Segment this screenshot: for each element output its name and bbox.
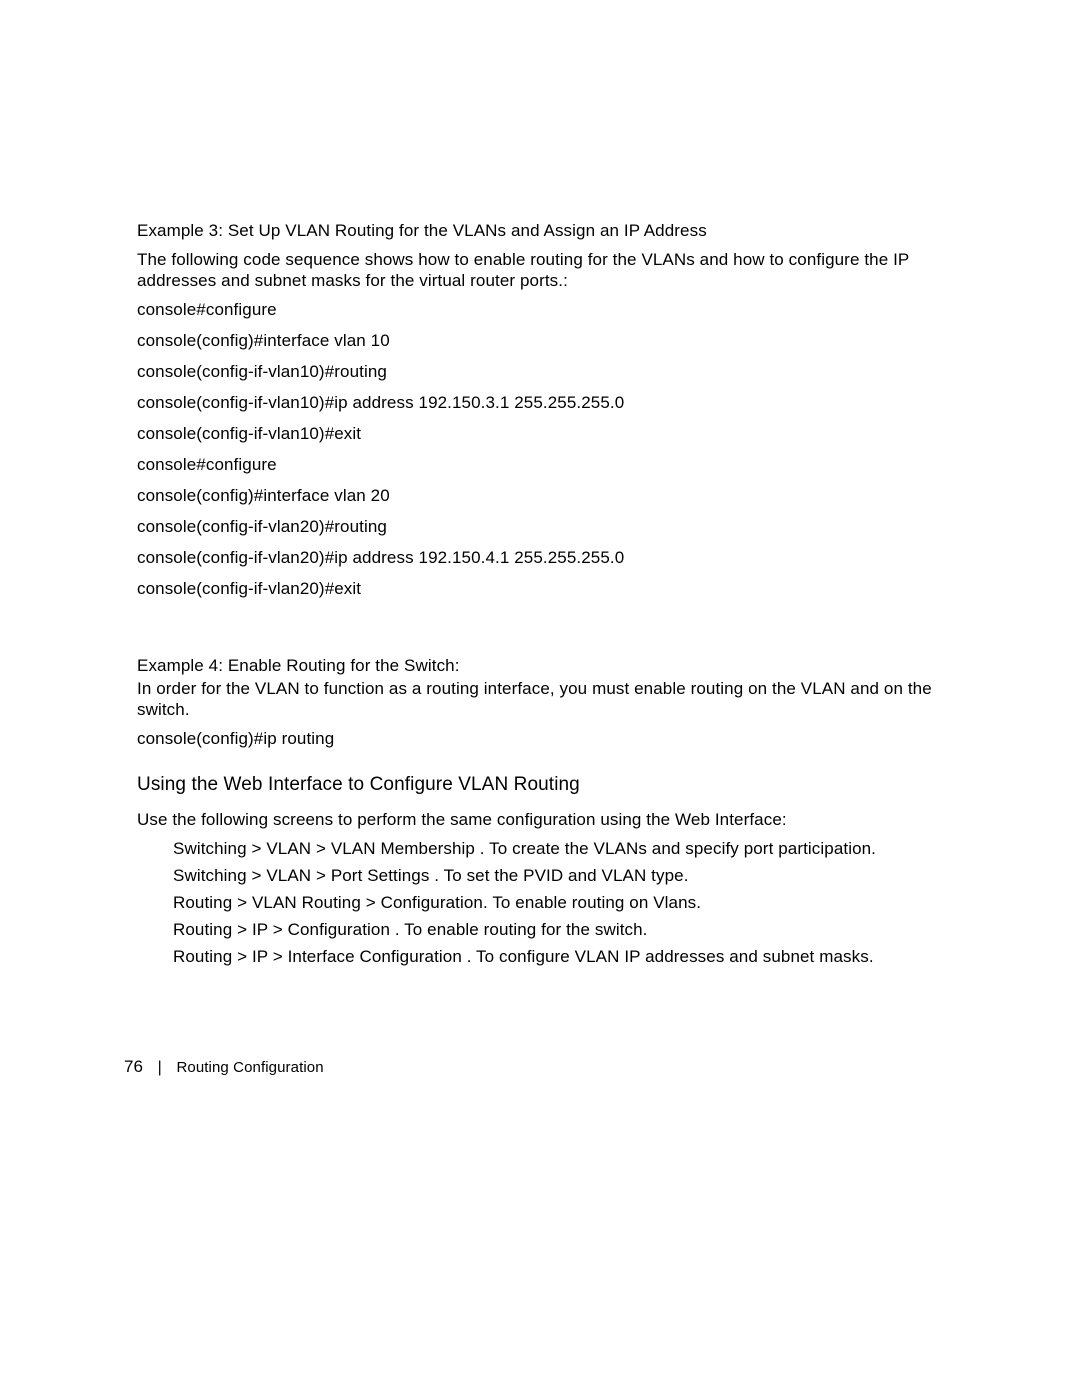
page-content: Example 3: Set Up VLAN Routing for the V… (137, 220, 947, 973)
bullet-item: Routing > IP > Configuration . To enable… (173, 919, 947, 940)
chapter-title: Routing Configuration (176, 1059, 323, 1076)
section-heading: Using the Web Interface to Configure VLA… (137, 773, 947, 797)
code-line: console(config-if-vlan20)#routing (137, 516, 947, 537)
example4-intro: In order for the VLAN to function as a r… (137, 678, 947, 720)
code-line: console(config)#ip routing (137, 728, 947, 749)
footer-separator: | (158, 1059, 162, 1077)
code-line: console(config)#interface vlan 20 (137, 485, 947, 506)
code-line: console(config-if-vlan10)#routing (137, 361, 947, 382)
code-line: console(config)#interface vlan 10 (137, 330, 947, 351)
code-line: console(config-if-vlan10)#ip address 192… (137, 392, 947, 413)
bullet-item: Switching > VLAN > Port Settings . To se… (173, 865, 947, 886)
code-line: console(config-if-vlan20)#exit (137, 578, 947, 599)
section-intro: Use the following screens to perform the… (137, 809, 947, 830)
code-line: console(config-if-vlan10)#exit (137, 423, 947, 444)
page-number: 76 (124, 1057, 143, 1076)
bullet-item: Switching > VLAN > VLAN Membership . To … (173, 838, 947, 859)
example3-intro: The following code sequence shows how to… (137, 249, 947, 291)
code-line: console#configure (137, 299, 947, 320)
code-line: console#configure (137, 454, 947, 475)
spacer (137, 609, 947, 655)
code-line: console(config-if-vlan20)#ip address 192… (137, 547, 947, 568)
example3-title: Example 3: Set Up VLAN Routing for the V… (137, 220, 947, 241)
page-footer: 76 | Routing Configuration (124, 1057, 324, 1077)
example4-title: Example 4: Enable Routing for the Switch… (137, 655, 947, 676)
bullet-item: Routing > IP > Interface Configuration .… (173, 946, 947, 967)
bullet-list: Switching > VLAN > VLAN Membership . To … (137, 838, 947, 967)
bullet-item: Routing > VLAN Routing > Configuration. … (173, 892, 947, 913)
